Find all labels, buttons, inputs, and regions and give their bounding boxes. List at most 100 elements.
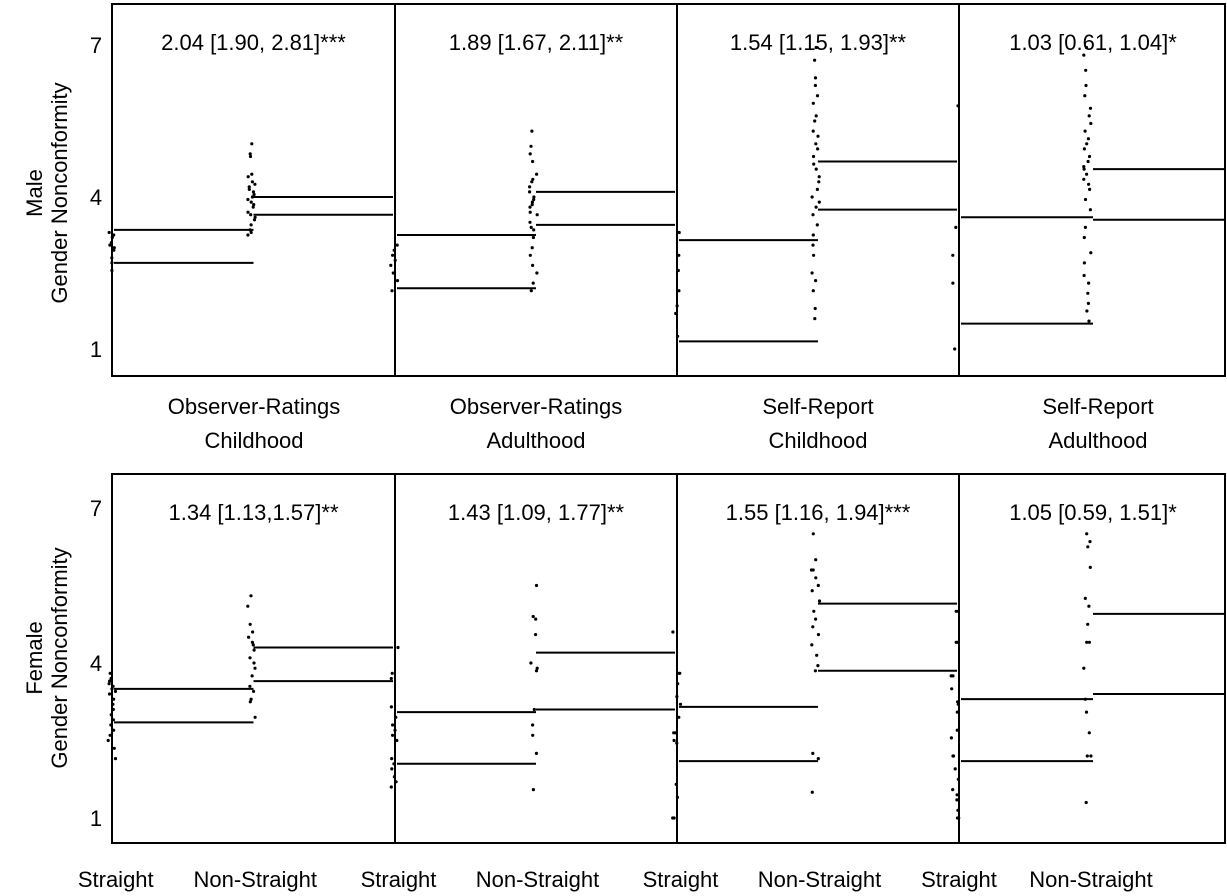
data-point bbox=[110, 687, 114, 691]
data-point bbox=[1082, 165, 1086, 169]
data-point bbox=[250, 180, 254, 184]
data-point bbox=[817, 200, 821, 204]
data-point bbox=[674, 311, 678, 316]
data-point bbox=[530, 246, 534, 250]
data-point bbox=[816, 583, 820, 588]
data-point bbox=[1082, 167, 1086, 171]
data-point bbox=[534, 583, 539, 588]
data-point bbox=[393, 258, 397, 262]
data-point bbox=[1084, 83, 1088, 88]
data-point bbox=[951, 674, 955, 678]
data-point bbox=[951, 253, 955, 257]
data-point bbox=[106, 738, 110, 743]
ylabel-male-line2: Gender Nonconformity bbox=[47, 82, 72, 303]
panel-title-4-line2: Adulthood bbox=[1048, 428, 1147, 453]
data-point bbox=[810, 195, 814, 199]
data-point bbox=[394, 715, 398, 719]
data-point bbox=[528, 220, 532, 224]
data-point bbox=[813, 306, 817, 311]
data-point bbox=[389, 785, 393, 789]
data-point bbox=[675, 741, 679, 745]
panel-6: 1.43 [1.09, 1.77]** bbox=[389, 500, 675, 792]
data-point bbox=[528, 190, 532, 194]
data-point bbox=[811, 213, 815, 217]
significance-annotation: 1.55 [1.16, 1.94]*** bbox=[726, 500, 911, 525]
data-point bbox=[955, 728, 959, 732]
data-point bbox=[534, 633, 538, 637]
data-point bbox=[249, 697, 253, 701]
data-point bbox=[528, 185, 532, 189]
data-point bbox=[248, 700, 252, 704]
data-point bbox=[390, 671, 394, 675]
data-point bbox=[393, 728, 397, 732]
plot-area: 1 4 7 2.04 [1.90, 2.81]*** 1.89 [1.67, 2.11]… bbox=[78, 3, 1226, 892]
data-point bbox=[1088, 187, 1092, 191]
data-point bbox=[953, 347, 957, 351]
data-point bbox=[675, 304, 679, 308]
data-point bbox=[811, 233, 815, 237]
data-point bbox=[956, 777, 961, 781]
data-point bbox=[392, 762, 396, 766]
data-point bbox=[395, 243, 399, 247]
data-point bbox=[810, 790, 814, 794]
data-point bbox=[246, 604, 250, 608]
data-point bbox=[534, 751, 539, 756]
panel-title-2-line2: Adulthood bbox=[486, 428, 585, 453]
ylabel-female-line2: Gender Nonconformity bbox=[47, 547, 72, 768]
data-point bbox=[113, 689, 118, 694]
data-point bbox=[391, 733, 395, 737]
data-point bbox=[951, 788, 955, 792]
data-point bbox=[535, 213, 539, 217]
data-point bbox=[109, 241, 113, 245]
data-point bbox=[532, 228, 536, 232]
data-point bbox=[528, 210, 532, 214]
data-point bbox=[250, 195, 254, 199]
data-point bbox=[815, 187, 820, 191]
data-point bbox=[528, 205, 532, 209]
x-category-labels: Straight Non-Straight Straight Non-Straight… bbox=[78, 867, 1153, 892]
data-point bbox=[392, 248, 396, 252]
data-point bbox=[250, 172, 254, 176]
data-point bbox=[529, 225, 533, 229]
data-point bbox=[112, 697, 116, 701]
data-point bbox=[112, 746, 116, 750]
data-point bbox=[677, 715, 681, 719]
data-point bbox=[531, 235, 536, 240]
data-point bbox=[1084, 45, 1089, 50]
data-point bbox=[252, 203, 256, 207]
data-point bbox=[678, 702, 683, 706]
panel-7: 1.55 [1.16, 1.94]*** bbox=[671, 500, 957, 820]
data-point bbox=[1082, 666, 1086, 670]
data-point bbox=[814, 167, 818, 171]
data-point bbox=[112, 233, 116, 237]
data-point bbox=[1086, 622, 1090, 626]
data-point bbox=[110, 261, 114, 265]
data-point bbox=[1086, 291, 1090, 295]
data-point bbox=[1088, 208, 1092, 212]
data-point bbox=[677, 253, 681, 257]
data-point bbox=[534, 669, 539, 673]
data-point bbox=[1088, 565, 1092, 570]
data-point bbox=[249, 200, 253, 204]
panel-5: 1.34 [1.13,1.57]** bbox=[106, 500, 393, 761]
y-tick-label: 7 bbox=[90, 33, 102, 58]
data-point bbox=[249, 213, 253, 217]
data-point bbox=[535, 172, 539, 176]
data-point bbox=[676, 268, 680, 273]
data-point bbox=[250, 674, 254, 678]
data-point bbox=[252, 218, 257, 222]
data-point bbox=[949, 736, 954, 740]
data-point bbox=[815, 653, 819, 657]
significance-annotation: 1.34 [1.13,1.57]** bbox=[168, 500, 338, 525]
ylabel-male-line1: Male bbox=[22, 169, 47, 217]
data-point bbox=[1089, 251, 1093, 255]
data-point bbox=[1085, 532, 1089, 536]
data-point bbox=[1087, 114, 1091, 118]
data-point bbox=[253, 182, 257, 186]
data-point bbox=[1083, 596, 1087, 601]
data-point bbox=[815, 223, 819, 227]
data-point bbox=[811, 751, 815, 756]
data-point bbox=[671, 630, 675, 634]
data-point bbox=[817, 180, 821, 184]
